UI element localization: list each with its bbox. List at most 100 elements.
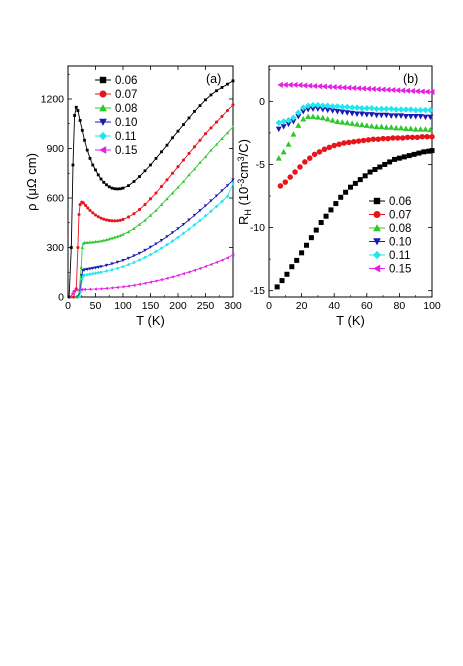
data-point bbox=[397, 106, 405, 113]
series-0.08 bbox=[275, 113, 434, 161]
data-point bbox=[284, 271, 290, 277]
data-point bbox=[88, 240, 92, 244]
data-point bbox=[91, 266, 95, 270]
y-tick-label: -5 bbox=[256, 159, 265, 171]
data-point bbox=[336, 141, 342, 148]
series-line bbox=[75, 126, 234, 298]
data-point bbox=[339, 119, 346, 125]
data-point bbox=[290, 119, 297, 125]
y-label-main: R bbox=[236, 216, 251, 225]
data-point bbox=[160, 150, 163, 154]
data-point bbox=[429, 148, 435, 154]
y-label-part: /C) bbox=[236, 139, 251, 156]
data-point bbox=[382, 161, 388, 167]
data-point bbox=[182, 123, 185, 126]
data-point bbox=[392, 156, 398, 162]
data-point bbox=[209, 148, 213, 152]
data-point bbox=[115, 219, 120, 223]
data-point bbox=[154, 249, 158, 254]
data-point bbox=[427, 114, 434, 121]
data-point bbox=[383, 105, 390, 113]
data-point bbox=[132, 260, 136, 265]
data-point bbox=[358, 111, 365, 117]
data-point bbox=[372, 167, 378, 173]
legend-label: 0.07 bbox=[115, 89, 137, 101]
data-point bbox=[310, 106, 317, 112]
data-point bbox=[355, 85, 362, 92]
data-point bbox=[422, 126, 429, 132]
data-point bbox=[154, 242, 158, 246]
data-point bbox=[329, 108, 336, 114]
data-point bbox=[301, 82, 308, 89]
legend-label: 0.15 bbox=[389, 264, 411, 276]
data-point bbox=[414, 88, 420, 95]
data-point bbox=[78, 203, 82, 207]
data-point bbox=[370, 85, 376, 92]
data-point bbox=[412, 113, 419, 120]
data-point bbox=[148, 252, 153, 257]
data-point bbox=[323, 213, 329, 219]
data-point bbox=[69, 295, 73, 299]
data-point bbox=[80, 128, 84, 132]
data-point bbox=[132, 212, 136, 216]
data-point bbox=[198, 209, 202, 213]
data-point bbox=[214, 194, 219, 198]
data-point bbox=[343, 189, 349, 195]
data-point bbox=[324, 102, 331, 110]
x-tick-label: 50 bbox=[90, 300, 102, 312]
y-label-superscript: 3 bbox=[236, 156, 246, 161]
data-point bbox=[187, 151, 191, 155]
data-point bbox=[300, 108, 307, 115]
data-point bbox=[127, 184, 130, 188]
data-point bbox=[401, 154, 407, 160]
data-point bbox=[74, 295, 78, 299]
data-point bbox=[231, 253, 235, 257]
data-point bbox=[412, 126, 419, 132]
data-point bbox=[80, 277, 85, 281]
data-point bbox=[214, 120, 219, 124]
data-point bbox=[378, 105, 385, 113]
plot-frame bbox=[268, 65, 433, 298]
data-point bbox=[93, 213, 98, 217]
data-point bbox=[368, 122, 375, 129]
data-point bbox=[231, 182, 235, 186]
data-point bbox=[365, 85, 371, 92]
data-point bbox=[102, 217, 106, 221]
data-point bbox=[99, 216, 103, 220]
data-point bbox=[181, 272, 185, 276]
data-point bbox=[187, 173, 191, 177]
data-point bbox=[328, 207, 334, 213]
x-axis-label: T (K) bbox=[336, 313, 365, 328]
data-point bbox=[274, 284, 280, 290]
data-point bbox=[110, 262, 114, 266]
data-point bbox=[277, 81, 283, 88]
data-point bbox=[102, 180, 106, 184]
data-point bbox=[350, 84, 357, 91]
data-point bbox=[396, 155, 402, 161]
data-point bbox=[417, 126, 424, 132]
data-point bbox=[348, 184, 353, 190]
data-point bbox=[143, 218, 147, 222]
data-point bbox=[71, 295, 76, 299]
series-0.11 bbox=[77, 182, 235, 299]
data-point bbox=[88, 287, 92, 291]
data-point bbox=[110, 219, 114, 223]
data-point bbox=[287, 81, 293, 88]
x-tick-label: 100 bbox=[114, 300, 132, 312]
y-axis-label: ρ (μΩ cm) bbox=[24, 153, 39, 211]
data-point bbox=[76, 245, 80, 250]
data-point bbox=[176, 235, 180, 240]
data-point bbox=[198, 138, 202, 142]
data-point bbox=[77, 295, 81, 299]
data-point bbox=[96, 215, 100, 219]
legend-label: 0.08 bbox=[389, 223, 411, 235]
data-point bbox=[220, 189, 224, 193]
legend-marker bbox=[99, 118, 107, 126]
data-point bbox=[280, 148, 287, 155]
data-point bbox=[406, 153, 412, 159]
data-point bbox=[154, 208, 158, 212]
data-point bbox=[321, 83, 327, 90]
data-point bbox=[107, 185, 111, 189]
data-point bbox=[165, 276, 169, 281]
data-point bbox=[338, 194, 344, 200]
